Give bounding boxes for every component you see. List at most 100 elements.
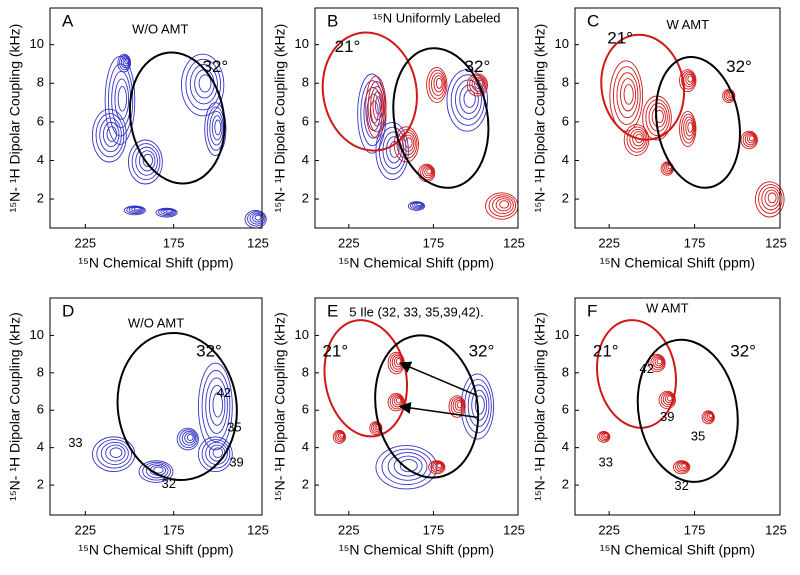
panel-title: W/O AMT <box>132 21 188 36</box>
panel-label: F <box>587 301 597 320</box>
contour <box>681 463 687 468</box>
x-tick-label: 225 <box>338 522 360 537</box>
contour <box>675 461 690 473</box>
contour <box>124 58 129 65</box>
contour <box>184 432 195 444</box>
contour <box>616 72 639 119</box>
plot-frame <box>574 297 781 516</box>
y-tick-label: 6 <box>562 402 569 417</box>
contour <box>434 462 443 470</box>
contour <box>603 433 609 438</box>
panel-title: ¹⁵N Uniformly Labeled <box>373 10 501 25</box>
panel-label: B <box>327 11 338 30</box>
contour <box>176 427 199 451</box>
contour <box>122 57 130 67</box>
contour <box>211 115 223 141</box>
contour <box>748 135 755 142</box>
contour <box>648 353 666 373</box>
contour <box>395 358 402 365</box>
panel-title: W AMT <box>666 17 709 32</box>
contour <box>431 72 445 96</box>
y-tick-label: 6 <box>37 402 44 417</box>
contour <box>208 384 226 426</box>
contour <box>672 460 691 475</box>
contour <box>597 431 611 443</box>
x-axis-label: ¹⁵N Chemical Shift (ppm) <box>600 542 755 558</box>
contour <box>387 452 428 481</box>
contour <box>420 164 435 181</box>
contour <box>395 397 402 404</box>
y-tick-label: 2 <box>302 477 309 492</box>
annotation: 21° <box>322 342 348 361</box>
contour <box>189 64 218 105</box>
contour <box>389 394 404 410</box>
contour <box>499 200 510 209</box>
annotation: 35 <box>227 420 241 435</box>
contour <box>679 462 688 470</box>
contour <box>679 69 697 93</box>
contour <box>658 390 676 410</box>
contour <box>205 377 228 434</box>
x-tick-label: 225 <box>74 522 96 537</box>
contour <box>109 447 123 458</box>
contour <box>471 76 486 92</box>
contour <box>656 358 663 365</box>
x-tick-label: 175 <box>423 235 445 250</box>
pisa-wheel <box>116 331 238 482</box>
contour <box>723 89 735 102</box>
contour <box>185 58 222 111</box>
pisa-wheel <box>636 338 739 483</box>
contour <box>722 88 736 104</box>
contour <box>135 146 158 176</box>
y-tick-label: 8 <box>562 364 569 379</box>
contour <box>369 421 383 436</box>
contour <box>681 113 696 144</box>
contour <box>679 110 697 148</box>
contour <box>247 211 266 227</box>
x-axis-label: ¹⁵N Chemical Shift (ppm) <box>339 255 494 271</box>
contour <box>114 78 130 120</box>
panel-title: W/O AMT <box>128 315 184 330</box>
contour <box>375 96 382 115</box>
y-tick-label: 2 <box>302 190 309 205</box>
x-axis-label: ¹⁵N Chemical Shift (ppm) <box>78 542 233 558</box>
contour <box>404 137 413 149</box>
panel-title: W AMT <box>646 300 689 315</box>
x-tick-label: 125 <box>247 235 269 250</box>
contour <box>393 455 423 477</box>
x-axis-label: ¹⁵N Chemical Shift (ppm) <box>339 542 494 558</box>
annotation: 32° <box>726 57 752 76</box>
contour <box>654 357 664 367</box>
contour <box>204 102 227 156</box>
contour <box>683 116 695 140</box>
contour <box>660 392 676 408</box>
contour <box>706 412 714 420</box>
pisa-wheel <box>323 319 409 438</box>
contour <box>375 445 438 490</box>
plot-frame <box>49 297 263 516</box>
pisa-wheel <box>321 31 418 152</box>
contour <box>100 441 129 466</box>
contour <box>370 86 385 127</box>
annotation: 39 <box>229 454 243 469</box>
contour <box>365 75 387 139</box>
contour <box>371 422 382 434</box>
contour <box>744 133 757 146</box>
contour <box>416 202 422 207</box>
contour <box>201 439 231 469</box>
contour <box>471 389 488 421</box>
annotation: 39 <box>660 409 674 424</box>
contour <box>120 56 130 69</box>
contour <box>426 66 448 104</box>
x-tick-label: 175 <box>163 235 185 250</box>
x-tick-label: 175 <box>684 235 706 250</box>
contour <box>131 143 161 181</box>
contour <box>652 356 664 369</box>
contour <box>705 411 714 422</box>
contour <box>685 73 694 85</box>
contour <box>372 422 382 433</box>
contour <box>436 463 442 468</box>
y-axis-label: ¹⁵N- ¹H Dipolar Coupling (kHz) <box>532 312 548 501</box>
contour <box>367 80 386 133</box>
contour <box>381 448 433 486</box>
